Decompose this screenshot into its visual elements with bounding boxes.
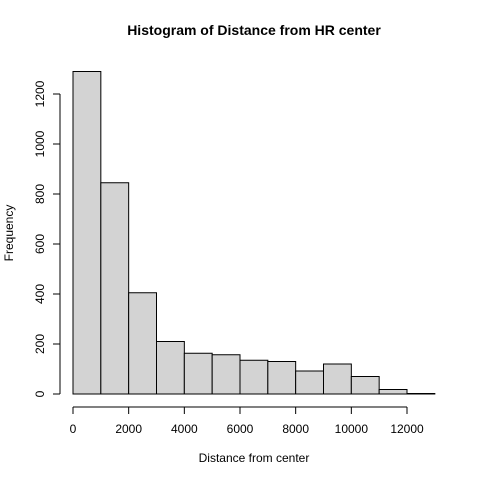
x-tick-label: 12000 [390,422,424,436]
histogram-bar [378,389,408,395]
histogram-bar [239,359,269,395]
y-tick-label: 1200 [33,80,47,107]
y-tick-label: 1000 [33,130,47,157]
histogram-bar [350,376,380,395]
x-tick-label: 4000 [171,422,198,436]
histogram-bar [211,354,241,395]
x-axis-label: Distance from center [199,451,310,465]
x-tick-label: 10000 [335,422,369,436]
histogram-bar [295,370,324,395]
y-tick-label: 600 [33,234,47,254]
histogram-bar [267,361,297,395]
x-tick-label: 0 [70,422,77,436]
x-tick-label: 2000 [115,422,142,436]
histogram-bar [128,292,158,395]
y-tick-label: 800 [33,184,47,204]
histogram-bar [406,393,436,395]
y-axis-label: Frequency [2,205,16,262]
histogram-bar [323,363,352,395]
histogram-bar [100,182,130,395]
x-tick-label: 8000 [282,422,309,436]
x-tick-label: 6000 [227,422,254,436]
bars-group [72,71,436,395]
histogram-bar [183,352,213,395]
y-tick-label: 200 [33,334,47,354]
histogram-bar [156,341,185,395]
chart-title: Histogram of Distance from HR center [127,22,381,38]
x-axis: 0 2000 4000 6000 8000 10000 12000 [70,406,424,436]
y-axis: 0 200 400 600 800 1000 1200 [33,80,61,397]
histogram-bar [72,71,102,395]
y-tick-label: 0 [33,390,47,397]
y-tick-label: 400 [33,284,47,304]
